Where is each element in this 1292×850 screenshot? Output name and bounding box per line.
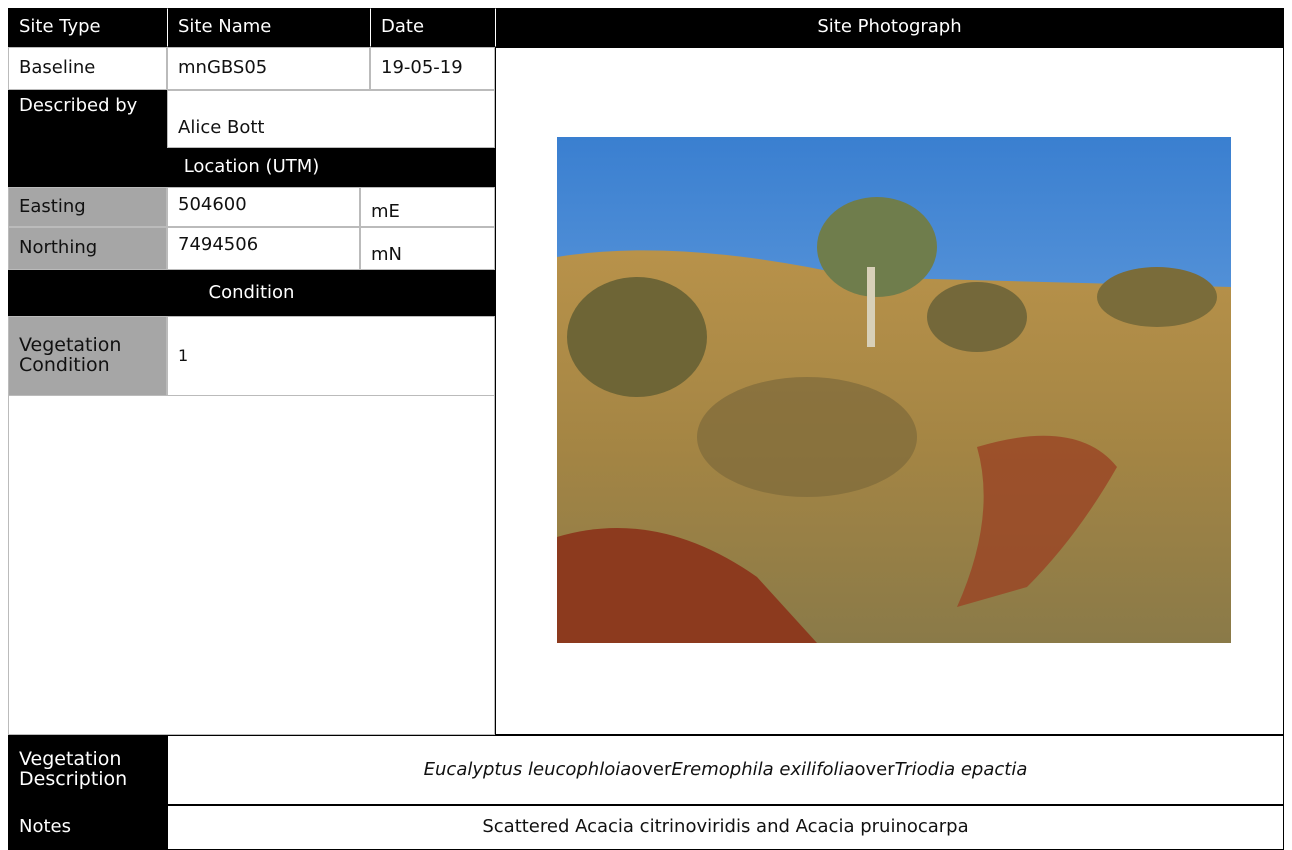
section-title: Location (UTM) (8, 148, 495, 187)
photo-cell (495, 47, 1284, 735)
connector: over (631, 758, 672, 780)
cell: 1 (167, 316, 495, 396)
cell: 504600 (167, 187, 360, 227)
cell: mN (360, 227, 495, 270)
label-cell: Vegetation Description (8, 735, 167, 805)
label-cell: Vegetation Condition (8, 316, 167, 396)
label-cell: Easting (8, 187, 167, 227)
header-cell: Site Type (8, 8, 167, 47)
empty-cell (8, 396, 495, 735)
species: Eucalyptus leucophloia (423, 758, 632, 780)
label-cell: Notes (8, 805, 167, 850)
header-cell: Site Name (167, 8, 370, 47)
notes: Scattered Acacia citrinoviridis and Acac… (167, 805, 1284, 850)
cell: 7494506 (167, 227, 360, 270)
label-cell: Described by (8, 90, 167, 148)
cell: Alice Bott (167, 90, 495, 148)
cell: Baseline (8, 47, 167, 90)
cell: mnGBS05 (167, 47, 370, 90)
site-photo (557, 137, 1231, 643)
cell: mE (360, 187, 495, 227)
label-cell: Northing (8, 227, 167, 270)
connector: over (854, 758, 895, 780)
species: Eremophila exilifolia (671, 758, 855, 780)
section-title: Condition (8, 270, 495, 316)
description: Eucalyptus leucophloia over Eremophila e… (167, 735, 1284, 805)
header-cell: Site Photograph (495, 8, 1284, 47)
species: Triodia epactia (894, 758, 1028, 780)
cell: 19-05-19 (370, 47, 495, 90)
header-cell: Date (370, 8, 495, 47)
